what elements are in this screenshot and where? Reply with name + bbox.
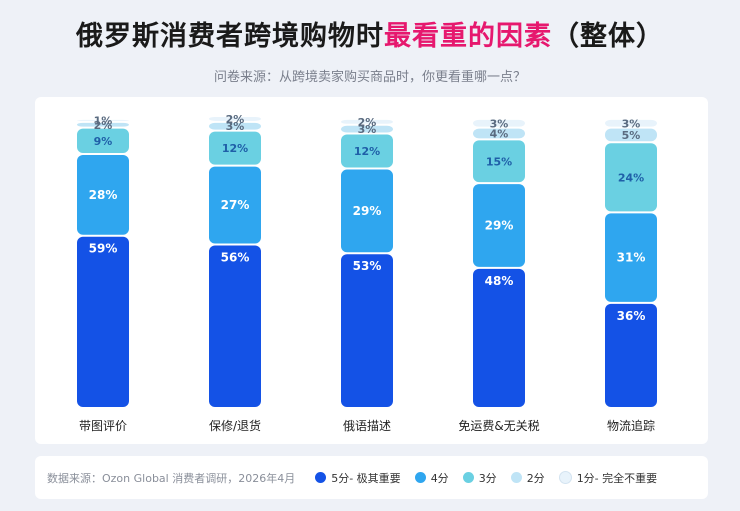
data-label: 31% bbox=[617, 251, 646, 265]
legend-label: 1分- 完全不重要 bbox=[576, 471, 658, 485]
data-label: 2% bbox=[226, 113, 245, 126]
title-tail: （整体） bbox=[552, 21, 664, 52]
category-label: 免运费&无关税 bbox=[458, 418, 539, 433]
data-label: 56% bbox=[221, 250, 250, 264]
data-label: 28% bbox=[89, 188, 118, 202]
data-label: 9% bbox=[94, 135, 113, 148]
data-label: 48% bbox=[485, 274, 514, 288]
bar-segment bbox=[77, 236, 129, 407]
legend-swatch bbox=[510, 472, 522, 483]
bar-segment bbox=[77, 122, 129, 127]
data-label: 24% bbox=[618, 171, 644, 184]
legend-item: 5分- 极其重要 bbox=[315, 470, 401, 486]
title-main: 俄罗斯消费者跨境购物时 bbox=[76, 21, 384, 52]
bar-segment bbox=[473, 128, 525, 139]
data-label: 36% bbox=[617, 309, 646, 323]
category-label: 物流追踪 bbox=[607, 418, 655, 433]
data-label: 4% bbox=[490, 128, 509, 141]
data-label: 3% bbox=[358, 123, 377, 136]
legend-panel: 数据来源：Ozon Global 消费者调研，2026年4月 5分- 极其重要 4… bbox=[35, 456, 708, 499]
bar-segment bbox=[209, 245, 261, 407]
data-label: 27% bbox=[221, 198, 250, 212]
bar-segment bbox=[341, 254, 393, 407]
data-label: 29% bbox=[485, 219, 514, 233]
bar-segment bbox=[341, 134, 393, 168]
chart-subtitle: 问卷来源：从跨境卖家购买商品时，你更看重哪一点？ bbox=[213, 70, 526, 85]
data-label: 5% bbox=[622, 129, 641, 142]
legend-item: 1分- 完全不重要 bbox=[558, 470, 658, 486]
data-label: 12% bbox=[222, 142, 248, 155]
legend-item: 4分 bbox=[414, 470, 449, 486]
data-label: 2% bbox=[358, 116, 377, 129]
bar-segment bbox=[605, 128, 657, 142]
category-label: 保修/退货 bbox=[209, 418, 261, 433]
bar-segment bbox=[209, 131, 261, 165]
legend-item: 3分 bbox=[462, 470, 497, 486]
category-label: 带图评价 bbox=[79, 419, 127, 433]
bar-segment bbox=[77, 119, 129, 121]
data-source: 数据来源：Ozon Global 消费者调研，2026年4月 bbox=[47, 471, 296, 485]
legend-label: 3分 bbox=[478, 471, 497, 485]
data-label: 15% bbox=[486, 155, 512, 168]
legend-label: 2分 bbox=[526, 471, 545, 485]
data-label: 3% bbox=[490, 117, 509, 130]
legend-swatch bbox=[414, 472, 426, 483]
bar-segment bbox=[605, 303, 657, 407]
legend-item: 2分 bbox=[510, 470, 545, 486]
bar-segment bbox=[473, 268, 525, 407]
bar-segment bbox=[605, 213, 657, 302]
data-label: 1% bbox=[94, 114, 113, 127]
bar-segment bbox=[209, 122, 261, 130]
legend-label: 4分 bbox=[430, 471, 449, 485]
legend-swatch bbox=[558, 471, 572, 484]
data-label: 3% bbox=[226, 120, 245, 133]
bar-segment bbox=[77, 128, 129, 153]
bar-segment bbox=[605, 119, 657, 127]
data-label: 3% bbox=[622, 117, 641, 130]
chart-title: 俄罗斯消费者跨境购物时最看重的因素（整体） bbox=[0, 14, 740, 53]
bar-segment bbox=[341, 125, 393, 133]
bar-segment bbox=[77, 154, 129, 235]
chart-panel: 59% 28% 9% 2% 1% 带图评价 56% 27% 12% 3% 2% 保修/退货 53% 29%… bbox=[35, 97, 708, 444]
data-label: 53% bbox=[353, 259, 382, 273]
bar-segment bbox=[473, 140, 525, 183]
legend-label: 5分- 极其重要 bbox=[331, 471, 401, 485]
data-label: 29% bbox=[353, 204, 382, 218]
data-label: 12% bbox=[354, 145, 380, 158]
bar-segment bbox=[341, 119, 393, 124]
data-label: 59% bbox=[89, 242, 118, 256]
stacked-bar-chart: 59%28%9%2%1%带图评价56%27%12%3%2%保修/退货53%29%… bbox=[77, 113, 657, 433]
data-label: 2% bbox=[94, 119, 113, 132]
legend-swatch bbox=[315, 472, 327, 483]
legend-swatch bbox=[462, 472, 474, 483]
legend: 5分- 极其重要 4分 3分 2分 1分- 完全不重要 bbox=[315, 470, 657, 486]
bar-segment bbox=[605, 143, 657, 212]
bar-segment bbox=[209, 117, 261, 121]
category-label: 俄语描述 bbox=[343, 419, 391, 433]
bar-segment bbox=[209, 166, 261, 244]
bar-segment bbox=[473, 184, 525, 267]
title-accent: 最看重的因素 bbox=[384, 21, 552, 52]
bar-segment bbox=[473, 119, 525, 127]
bar-segment bbox=[341, 169, 393, 253]
